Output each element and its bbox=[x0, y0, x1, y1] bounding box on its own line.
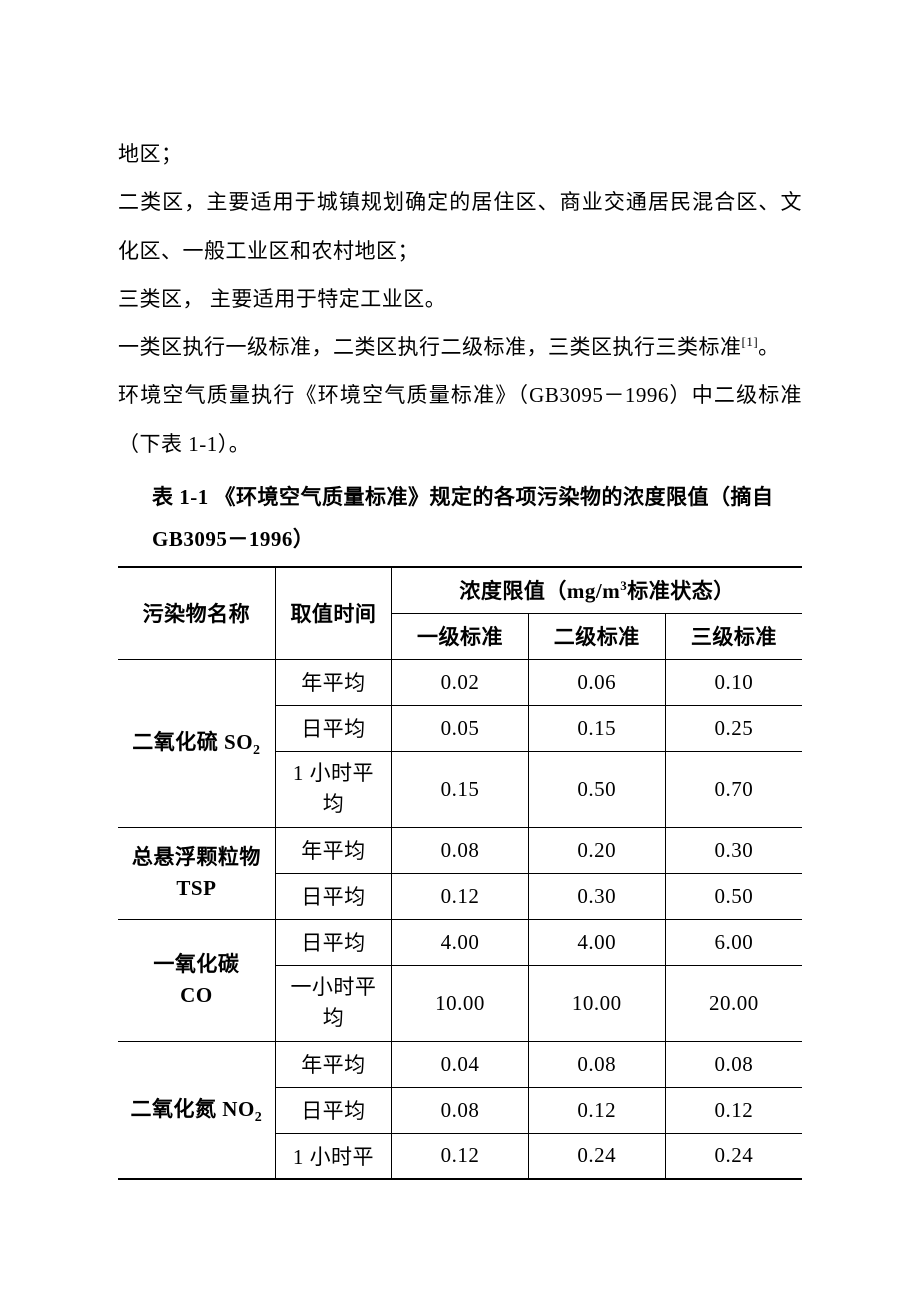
cell-val: 0.08 bbox=[528, 1041, 665, 1087]
cell-time: 一小时平 均 bbox=[275, 965, 391, 1041]
cell-val: 0.04 bbox=[392, 1041, 529, 1087]
cell-val: 0.24 bbox=[665, 1133, 802, 1179]
document-page: 地区； 二类区，主要适用于城镇规划确定的居住区、商业交通居民混合区、文化区、一般… bbox=[0, 0, 920, 1240]
table-row: 二氧化氮 NO2 年平均 0.04 0.08 0.08 bbox=[118, 1041, 802, 1087]
cell-time: 日平均 bbox=[275, 919, 391, 965]
cell-val: 0.15 bbox=[392, 751, 529, 827]
paragraph-2: 二类区，主要适用于城镇规划确定的居住区、商业交通居民混合区、文化区、一般工业区和… bbox=[118, 178, 802, 275]
co-b: CO bbox=[180, 983, 213, 1007]
paragraph-4-text: 一类区执行一级标准，二类区执行二级标准，三类区执行三类标准 bbox=[118, 335, 742, 359]
table-row: 二氧化硫 SO2 年平均 0.02 0.06 0.10 bbox=[118, 659, 802, 705]
tsp-a: 总悬浮颗粒物 bbox=[132, 845, 261, 869]
col-pollutant: 污染物名称 bbox=[118, 567, 275, 659]
cell-val: 0.70 bbox=[665, 751, 802, 827]
col-l3: 三级标准 bbox=[665, 613, 802, 659]
cell-val: 0.08 bbox=[392, 1087, 529, 1133]
col-l1: 一级标准 bbox=[392, 613, 529, 659]
paragraph-1: 地区； bbox=[118, 130, 802, 178]
so2-t3b: 均 bbox=[323, 792, 345, 816]
cell-val: 20.00 bbox=[665, 965, 802, 1041]
cell-val: 0.05 bbox=[392, 705, 529, 751]
no2-sub: 2 bbox=[255, 1110, 263, 1125]
table-row: 总悬浮颗粒物 TSP 年平均 0.08 0.20 0.30 bbox=[118, 827, 802, 873]
col-limits-group: 浓度限值（mg/m3标准状态） bbox=[392, 567, 802, 613]
cell-val: 0.12 bbox=[528, 1087, 665, 1133]
col-l2: 二级标准 bbox=[528, 613, 665, 659]
cell-val: 0.02 bbox=[392, 659, 529, 705]
cell-val: 4.00 bbox=[392, 919, 529, 965]
cell-val: 0.20 bbox=[528, 827, 665, 873]
table-caption: 表 1-1 《环境空气质量标准》规定的各项污染物的浓度限值（摘自 GB3095－… bbox=[152, 476, 802, 560]
so2-t3a: 1 小时平 bbox=[293, 761, 374, 785]
cell-val: 0.12 bbox=[392, 873, 529, 919]
cell-time: 1 小时平 均 bbox=[275, 751, 391, 827]
cell-val: 0.30 bbox=[528, 873, 665, 919]
col-time: 取值时间 bbox=[275, 567, 391, 659]
cell-val: 0.06 bbox=[528, 659, 665, 705]
table-row: 一氧化碳 CO 日平均 4.00 4.00 6.00 bbox=[118, 919, 802, 965]
cell-val: 4.00 bbox=[528, 919, 665, 965]
cell-co-name: 一氧化碳 CO bbox=[118, 919, 275, 1041]
limits-group-b: 标准状态） bbox=[627, 579, 735, 603]
cell-val: 0.25 bbox=[665, 705, 802, 751]
cell-time: 年平均 bbox=[275, 827, 391, 873]
cell-no2-name: 二氧化氮 NO2 bbox=[118, 1041, 275, 1179]
cell-time: 1 小时平 bbox=[275, 1133, 391, 1179]
cell-val: 0.10 bbox=[665, 659, 802, 705]
cell-time: 年平均 bbox=[275, 659, 391, 705]
cell-tsp-name: 总悬浮颗粒物 TSP bbox=[118, 827, 275, 919]
co-t2a: 一小时平 bbox=[290, 975, 376, 999]
tsp-b: TSP bbox=[176, 876, 216, 900]
paragraph-4-sup: [1] bbox=[742, 334, 759, 349]
cell-time: 日平均 bbox=[275, 873, 391, 919]
paragraph-4-tail: 。 bbox=[758, 335, 780, 359]
so2-sub: 2 bbox=[253, 744, 261, 759]
cell-val: 0.12 bbox=[392, 1133, 529, 1179]
so2-text: 二氧化硫 SO bbox=[132, 730, 253, 754]
no2-text: 二氧化氮 NO bbox=[131, 1097, 255, 1121]
cell-val: 0.08 bbox=[665, 1041, 802, 1087]
paragraph-3: 三类区， 主要适用于特定工业区。 bbox=[118, 275, 802, 323]
cell-val: 0.12 bbox=[665, 1087, 802, 1133]
cell-time: 日平均 bbox=[275, 705, 391, 751]
cell-time: 日平均 bbox=[275, 1087, 391, 1133]
cell-val: 10.00 bbox=[528, 965, 665, 1041]
co-t2b: 均 bbox=[323, 1006, 345, 1030]
cell-val: 0.30 bbox=[665, 827, 802, 873]
paragraph-4: 一类区执行一级标准，二类区执行二级标准，三类区执行三类标准[1]。 bbox=[118, 323, 802, 371]
cell-val: 0.15 bbox=[528, 705, 665, 751]
cell-time: 年平均 bbox=[275, 1041, 391, 1087]
cell-val: 0.50 bbox=[665, 873, 802, 919]
paragraph-5: 环境空气质量执行《环境空气质量标准》（GB3095－1996）中二级标准（下表 … bbox=[118, 371, 802, 468]
cell-val: 0.50 bbox=[528, 751, 665, 827]
cell-val: 0.24 bbox=[528, 1133, 665, 1179]
cell-val: 10.00 bbox=[392, 965, 529, 1041]
cell-so2-name: 二氧化硫 SO2 bbox=[118, 659, 275, 827]
table-header-row-1: 污染物名称 取值时间 浓度限值（mg/m3标准状态） bbox=[118, 567, 802, 613]
cell-val: 6.00 bbox=[665, 919, 802, 965]
limits-group-a: 浓度限值（mg/m bbox=[459, 579, 620, 603]
pollutant-limits-table: 污染物名称 取值时间 浓度限值（mg/m3标准状态） 一级标准 二级标准 三级标… bbox=[118, 566, 802, 1180]
co-a: 一氧化碳 bbox=[153, 952, 239, 976]
cell-val: 0.08 bbox=[392, 827, 529, 873]
